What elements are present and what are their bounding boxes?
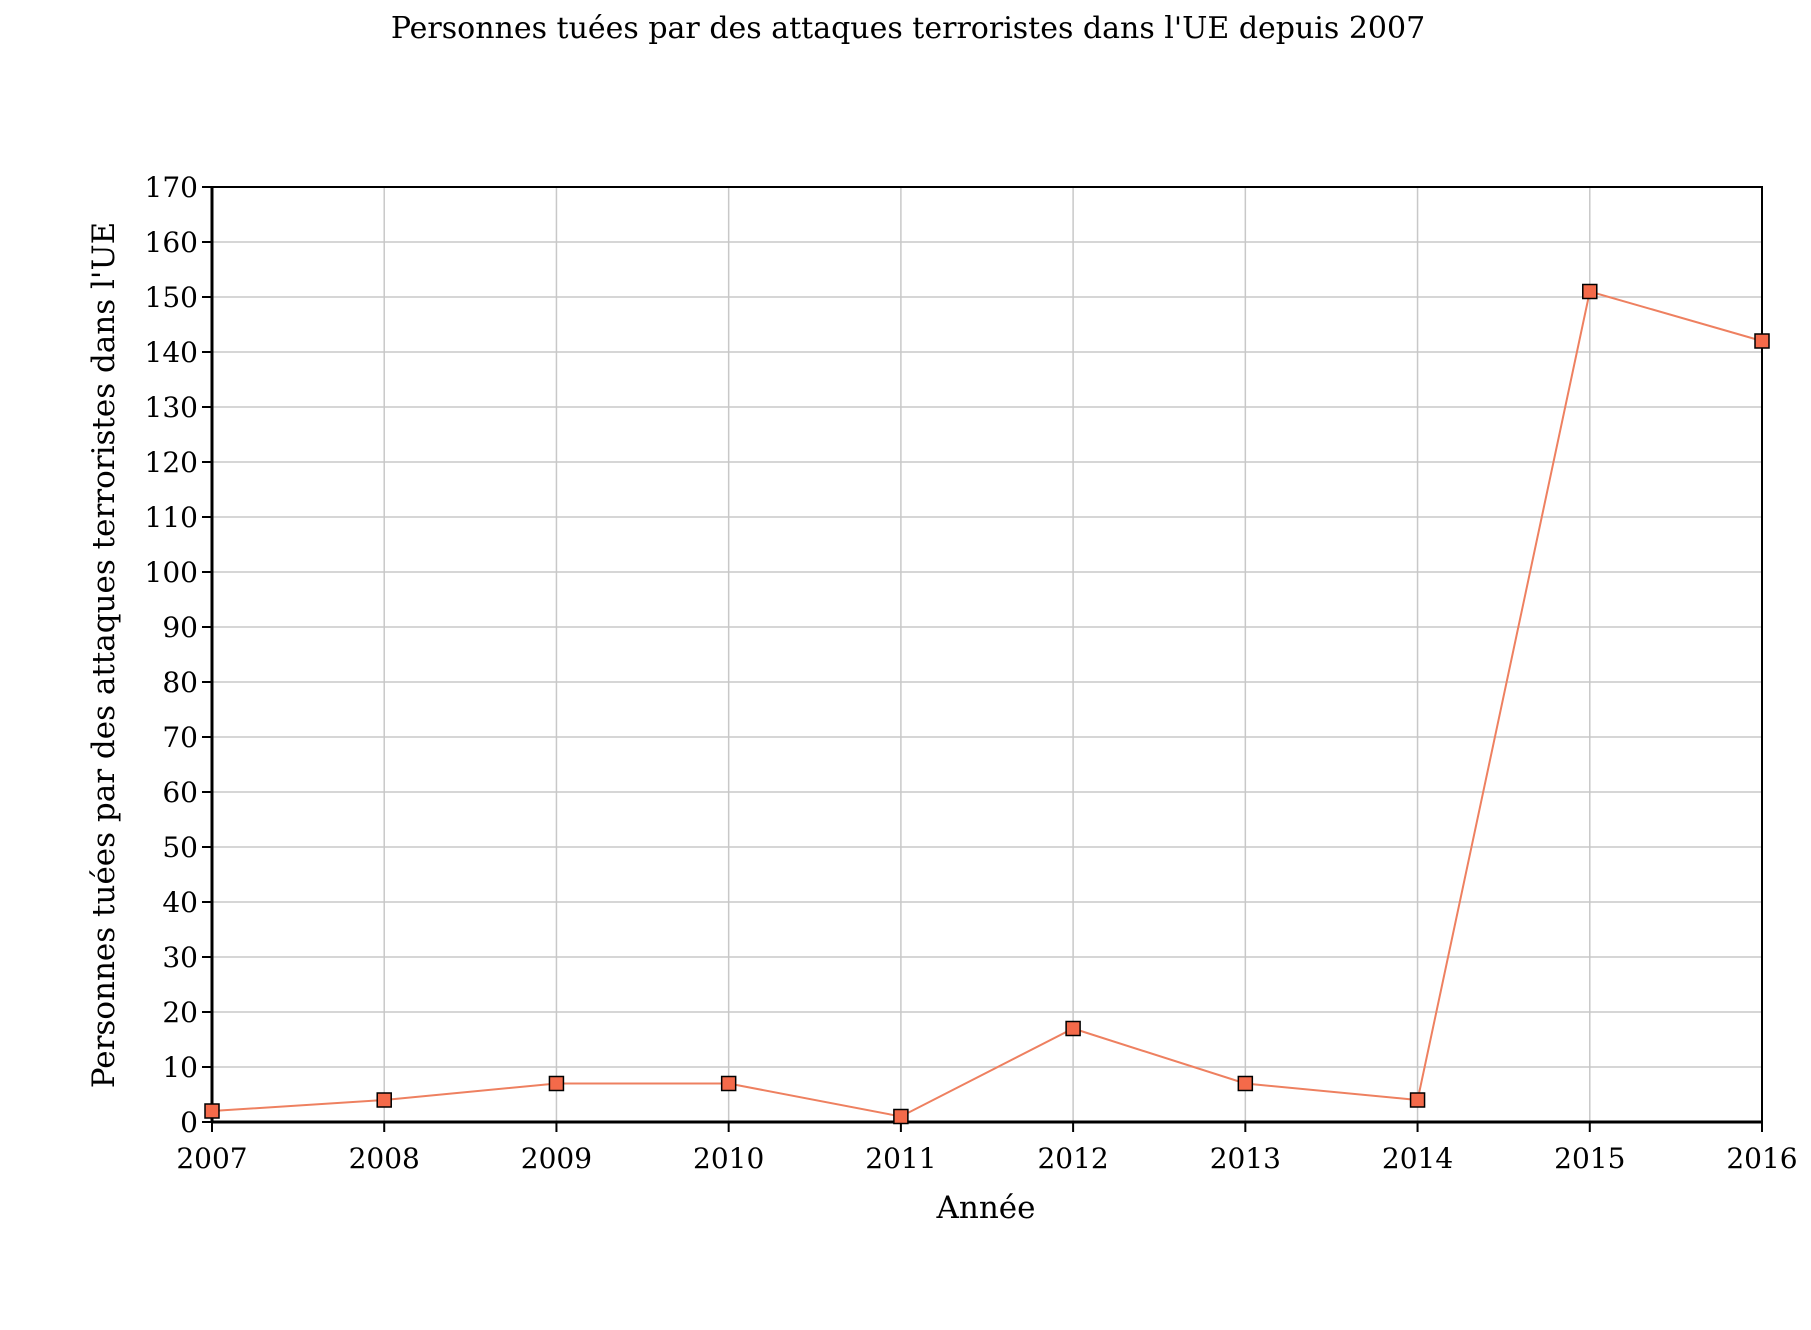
x-tick-label: 2009 [521, 1142, 592, 1175]
series [204, 283, 1770, 1125]
x-tick-label: 2011 [865, 1142, 936, 1175]
plot-area [210, 186, 1763, 1124]
data-point-2016 [1754, 333, 1770, 349]
data-point-2013 [1237, 1075, 1254, 1092]
x-axis-label: Année [935, 1190, 1035, 1226]
data-point-2011 [893, 1108, 909, 1125]
y-tick-label: 0 [180, 1106, 198, 1139]
y-tick-label: 150 [145, 281, 198, 314]
x-tick-label: 2013 [1210, 1142, 1281, 1175]
x-tick-label: 2008 [349, 1142, 420, 1175]
y-tick-label: 90 [162, 611, 198, 644]
y-tick-label: 110 [145, 501, 198, 534]
y-tick-label: 120 [145, 446, 198, 479]
y-tick-label: 40 [162, 886, 198, 919]
data-point-2012 [1065, 1020, 1081, 1037]
series-line [211, 290, 1763, 1118]
data-point-2010 [720, 1075, 737, 1092]
y-tick-label: 30 [162, 941, 198, 974]
y-tick-label: 140 [145, 336, 198, 369]
x-tick-label: 2015 [1554, 1142, 1625, 1175]
x-tick-label: 2007 [176, 1142, 247, 1175]
y-tick-label: 50 [162, 831, 198, 864]
data-point-2014 [1409, 1092, 1426, 1108]
y-tick-label: 80 [162, 666, 198, 699]
x-tick-label: 2012 [1037, 1142, 1108, 1175]
y-tick-label: 170 [145, 171, 198, 204]
grid [212, 186, 1762, 1122]
x-tick-label: 2014 [1382, 1142, 1453, 1175]
y-tick-label: 130 [145, 391, 198, 424]
chart-title: Personnes tuées par des attaques terrori… [391, 11, 1425, 46]
y-axis: 0 10 20 30 40 50 60 70 80 90 100 110 120 130 140 150 160… [145, 171, 212, 1139]
x-tick-label: 2010 [693, 1142, 764, 1175]
plot-frame [211, 186, 1763, 1123]
x-axis: 2007 2008 2009 2010 2011 2012 2013 2014 2015 2016 [176, 1122, 1798, 1175]
data-point-2015 [1582, 283, 1598, 300]
data-point-2007 [204, 1103, 220, 1119]
y-tick-label: 100 [145, 556, 198, 589]
y-axis-label: Personnes tuées par des attaques terrori… [86, 222, 122, 1088]
data-point-2008 [376, 1092, 392, 1108]
y-tick-label: 160 [145, 226, 198, 259]
y-tick-label: 20 [162, 996, 198, 1029]
y-tick-label: 10 [162, 1051, 198, 1084]
y-tick-label: 70 [162, 721, 198, 754]
x-tick-label: 2016 [1726, 1142, 1797, 1175]
y-tick-label: 60 [162, 776, 198, 809]
data-point-2009 [548, 1075, 565, 1092]
